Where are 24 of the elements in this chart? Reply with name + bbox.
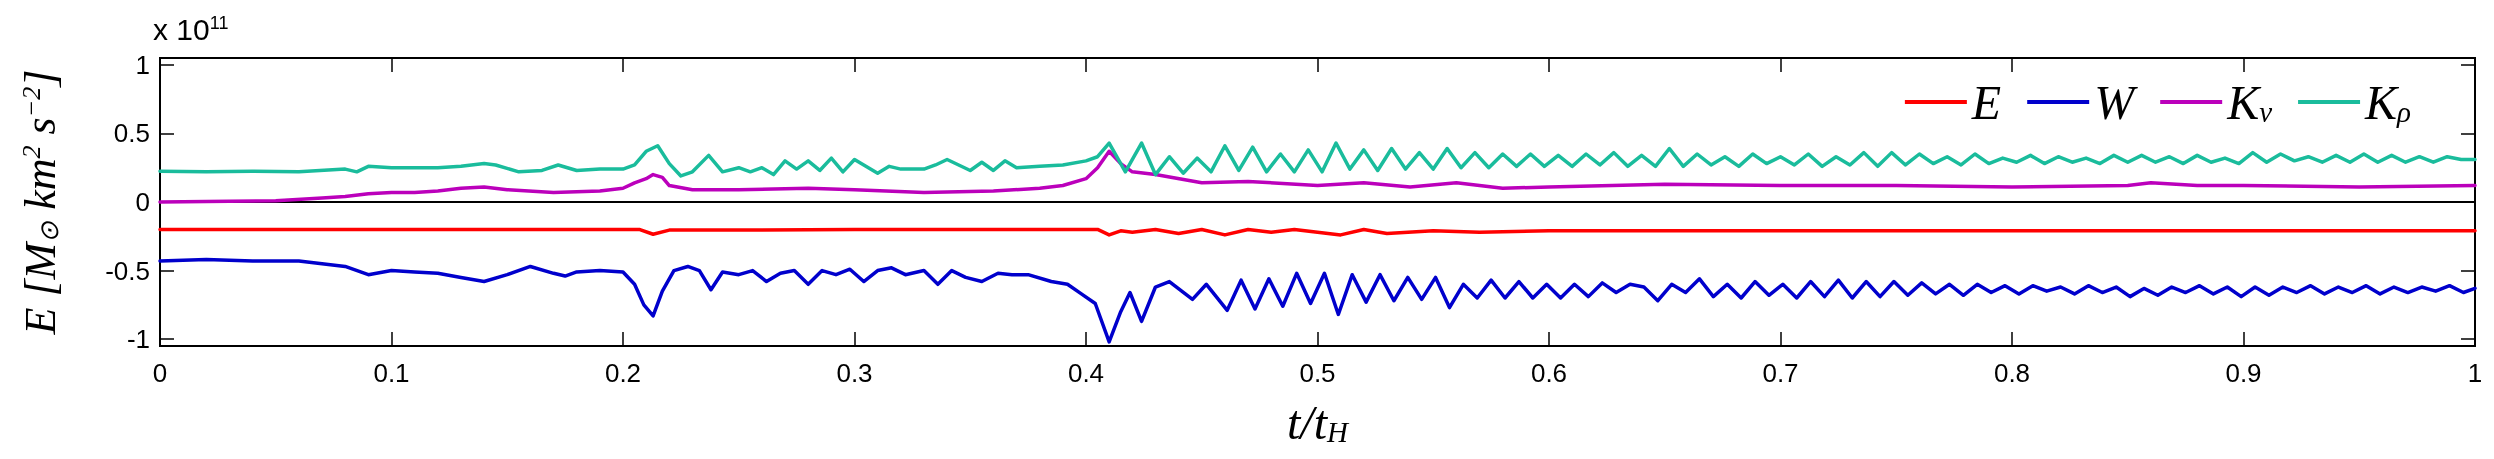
x-tick-label: 0.8 (1993, 358, 2031, 388)
x-tick-label: 0.7 (1762, 358, 1799, 388)
x-tick-label: 0.5 (1299, 358, 1336, 388)
y-axis-title: E [M⊙ km2 s−2] (15, 69, 65, 336)
y-tick-label: 0 (135, 187, 150, 217)
legend-label: Kv (2226, 75, 2273, 129)
x-axis-title: t/tH (1287, 395, 1351, 449)
x-tick-label: 1 (2467, 358, 2483, 388)
line-series (158, 149, 2477, 204)
line-series (158, 141, 2477, 178)
legend-label: W (2094, 75, 2139, 129)
x-tick-label: 0.4 (1067, 358, 1105, 388)
x-tick-label: 0.9 (2225, 358, 2262, 388)
x-tick-label: 0.3 (836, 358, 873, 388)
y-tick-label: -1 (126, 324, 150, 355)
line-series (158, 257, 2477, 344)
legend-label: E (1970, 75, 2002, 129)
x-tick-label: 0.6 (1530, 358, 1568, 388)
y-tick-label: -0.5 (105, 255, 150, 286)
y-tick-label: 0.5 (113, 118, 150, 149)
x-tick-label: 0.2 (604, 358, 642, 388)
y-tick-label: 1 (135, 49, 150, 80)
legend-label: Kρ (2364, 75, 2412, 129)
x-tick-label: 0.1 (373, 358, 410, 388)
